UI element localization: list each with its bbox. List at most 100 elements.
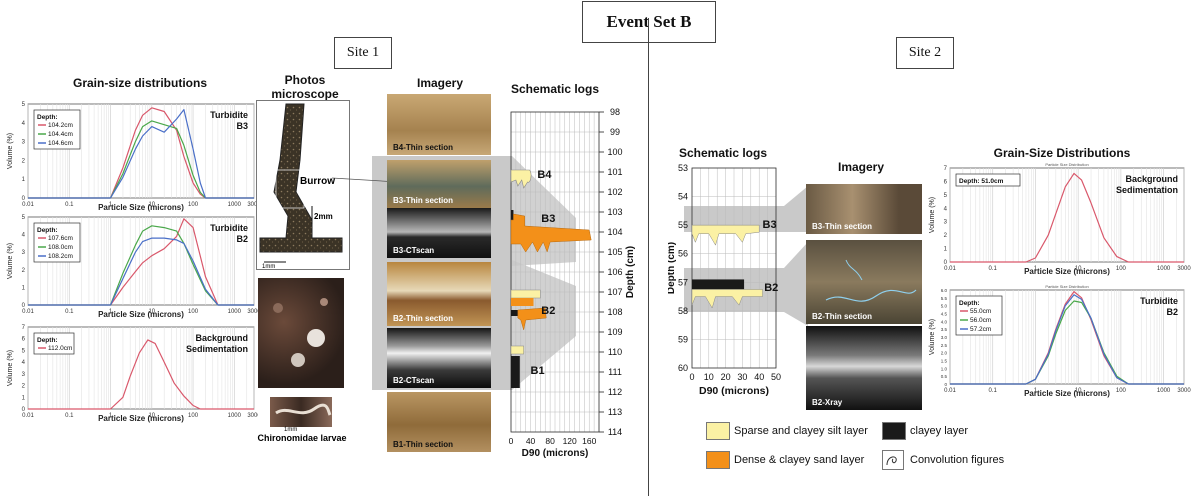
- b2-ctscan: B2-CTscan: [387, 328, 491, 388]
- d90-tick-label: 20: [721, 372, 731, 382]
- b2-clay: [692, 279, 745, 290]
- b3-clay: [511, 210, 514, 220]
- x-tick-label: 1: [109, 309, 113, 315]
- x-tick-label: 1000: [1157, 266, 1171, 272]
- y-axis-label: Volume (%): [7, 133, 14, 169]
- d90-axis-label: D90 (microns): [522, 448, 589, 459]
- chart-title-line2: B2: [236, 234, 248, 244]
- depth-tick-label: 103: [607, 207, 622, 217]
- site1-imagery-header: Imagery: [416, 76, 464, 90]
- depth-tick-label: 107: [607, 287, 622, 297]
- gsd-chart-b2: 0.01 0.1 1 10 100 1000 3000 0 1 2 3 4 5 Particle Size…: [7, 215, 258, 319]
- site1-photos-header: Photos microscope: [271, 73, 339, 101]
- y-tick-label: 2: [22, 158, 26, 164]
- x-tick-label: 0.1: [989, 266, 998, 272]
- y-tick-label: 0: [22, 407, 26, 413]
- y-tick-label: 3: [944, 220, 948, 226]
- y-tick-label: 1: [22, 395, 26, 401]
- b2-sparse-layer: [691, 289, 763, 309]
- legend-entry: 104.4cm: [48, 131, 73, 138]
- y-tick-label: 1.0: [941, 366, 948, 371]
- y-tick-label: 4: [22, 233, 26, 239]
- series-line-104.4cm: [28, 120, 254, 199]
- d90-tick-label: 40: [754, 372, 764, 382]
- b2-ctscan-label: B2-CTscan: [393, 376, 435, 385]
- chart-title-line2: B3: [236, 121, 248, 131]
- depth-tick-label: 54: [678, 192, 688, 202]
- x-tick-label: 0.01: [22, 309, 34, 315]
- scale-1mm-top: 1mm: [262, 264, 276, 270]
- larvae-photo: [258, 278, 344, 388]
- b4-thin-section: B4-Thin section: [387, 94, 491, 155]
- b2-clay: [511, 310, 518, 316]
- y-tick-label: 5: [22, 215, 26, 221]
- legend-entry: 56.0cm: [970, 317, 991, 324]
- x-tick-label: 10: [1075, 388, 1082, 394]
- depth-tick-label: 98: [610, 107, 620, 117]
- y-tick-label: 4: [944, 206, 948, 212]
- series-line-104.2cm: [28, 107, 254, 199]
- x-tick-label: 3000: [1177, 388, 1191, 394]
- y-tick-label: 1: [22, 285, 26, 291]
- b3-ctscan: B3-CTscan: [387, 208, 491, 258]
- larvae-closeup-photo: [270, 397, 332, 427]
- d90-tick-label: 0: [689, 372, 694, 382]
- gsd-chart-site2-b2: 0.01 0.1 1 10 100 1000 3000 0 0.5 1.0 1.5 2.0 2.5 3.0…: [929, 284, 1191, 398]
- site1-schematic-header: Schematic logs: [510, 82, 600, 96]
- x-tick-label: 10: [1075, 266, 1082, 272]
- x-tick-label: 0.1: [989, 388, 998, 394]
- x-tick-label: 10: [148, 309, 155, 315]
- y-tick-label: 5.5: [941, 296, 948, 301]
- y-tick-label: 3: [22, 372, 26, 378]
- y-tick-label: 6.0: [941, 288, 948, 293]
- site2-b2-xray: B2-Xray: [806, 326, 922, 410]
- x-tick-label: 1: [1034, 388, 1038, 394]
- burrow-label: Burrow: [300, 176, 335, 187]
- site2-b3-thin-section-label: B3-Thin section: [812, 222, 873, 231]
- b4-thin-section-label: B4-Thin section: [393, 143, 454, 152]
- scale-1mm-bottom: 1mm: [284, 427, 298, 433]
- depth-tick-label: 100: [607, 147, 622, 157]
- y-tick-label: 7: [944, 166, 948, 172]
- d90-tick-label: 0: [509, 436, 514, 446]
- series-line-104.6cm: [28, 109, 254, 199]
- x-tick-label: 1000: [1157, 388, 1171, 394]
- site2-b2-thin-section-label: B2-Thin section: [812, 312, 873, 321]
- site2-imagery-header: Imagery: [837, 160, 885, 174]
- depth-axis-label: Depth (cm): [668, 242, 677, 294]
- chart-subtitle: Particle Size Distribution: [1045, 284, 1088, 289]
- site2-label: Site 2: [896, 37, 954, 69]
- x-tick-label: 3000: [247, 309, 258, 315]
- y-axis-label: Volume (%): [929, 197, 936, 233]
- depth-tick-label: 114: [608, 427, 622, 437]
- depth-tick-label: 60: [678, 363, 688, 373]
- legend-sparse-label: Sparse and clayey silt layer: [734, 425, 868, 437]
- x-tick-label: 0.1: [65, 309, 74, 315]
- depth-tick-label: 102: [607, 187, 622, 197]
- b2-thin-section: B2-Thin section: [387, 262, 491, 326]
- b1-thin-section-label: B1-Thin section: [393, 440, 454, 449]
- series-line-57.2cm: [950, 294, 1184, 385]
- depth-tick-label: 58: [678, 306, 688, 316]
- y-tick-label: 5: [22, 102, 26, 108]
- site2-b2-xray-label: B2-Xray: [812, 398, 843, 407]
- b2-dense-layer: [517, 307, 547, 331]
- site2-schematic-header: Schematic logs: [678, 146, 768, 160]
- y-tick-label: 6: [944, 179, 948, 185]
- b2-dense-top: [511, 298, 534, 306]
- y-tick-label: 2.5: [941, 343, 948, 348]
- site2-band-connectors: [784, 186, 808, 326]
- log-label-B2: B2: [541, 305, 555, 317]
- figure-title: Event Set B: [582, 1, 716, 43]
- y-tick-label: 2: [944, 233, 948, 239]
- y-axis-label: Volume (%): [929, 319, 936, 355]
- series-line-112.0cm: [28, 339, 254, 410]
- log-label-B3: B3: [763, 219, 777, 231]
- x-tick-label: 1000: [228, 309, 242, 315]
- series-line-107.6cm: [28, 218, 254, 306]
- b3-dense-layer: [510, 213, 592, 253]
- depth-tick-label: 53: [678, 163, 688, 173]
- depth-tick-label: 57: [678, 277, 688, 287]
- depth-tick-label: 109: [607, 327, 622, 337]
- gsd-chart-b3: 0.01 0.1 1 10 100 1000 3000 0 1 2 3 4 5 Particle Size…: [7, 102, 258, 212]
